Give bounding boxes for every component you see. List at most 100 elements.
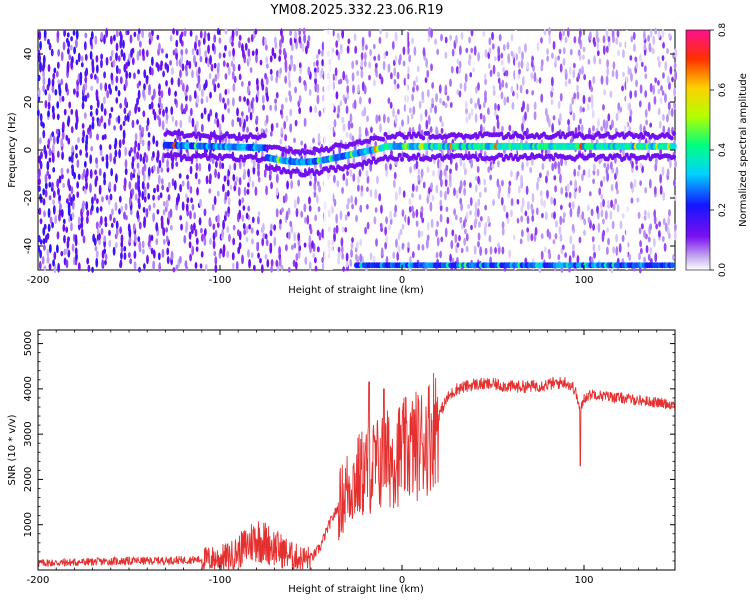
heatmap-cell	[478, 191, 482, 199]
heatmap-cell	[662, 72, 665, 79]
heatmap-cell	[289, 37, 293, 46]
heatmap-cell	[609, 161, 613, 170]
heatmap-cell	[232, 47, 235, 57]
heatmap-cell	[314, 174, 317, 184]
heatmap-cell	[243, 229, 247, 236]
heatmap-cell	[265, 86, 268, 94]
heatmap-cell	[133, 31, 137, 38]
heatmap-cell	[392, 251, 396, 259]
heatmap-cell	[444, 190, 447, 201]
heatmap-cell	[531, 192, 535, 203]
heatmap-cell	[275, 208, 279, 218]
heatmap-cell	[308, 205, 312, 212]
heatmap-cell	[611, 29, 615, 39]
heatmap-cell	[358, 169, 362, 177]
heatmap-cell	[484, 247, 488, 255]
heatmap-cell	[58, 175, 62, 184]
heatmap-cell	[577, 164, 581, 171]
heatmap-cell	[122, 138, 125, 146]
heatmap-cell	[597, 244, 601, 252]
heatmap-cell	[383, 131, 388, 137]
heatmap-cell	[510, 33, 514, 42]
heatmap-cell	[122, 39, 125, 49]
heatmap-cell	[71, 164, 74, 171]
heatmap-cell	[160, 60, 164, 67]
heatmap-cell	[550, 196, 554, 205]
snr-ytick-label: 2000	[23, 467, 34, 492]
heatmap-cell	[217, 171, 221, 180]
heatmap-cell	[138, 40, 142, 48]
heatmap-cell	[260, 150, 264, 159]
heatmap-cell	[124, 97, 127, 107]
heatmap-cell	[185, 48, 188, 55]
heatmap-cell	[424, 109, 428, 118]
heatmap-cell	[231, 119, 235, 128]
heatmap-cell	[244, 42, 248, 51]
heatmap-cell	[356, 70, 360, 77]
heatmap-cell	[673, 223, 677, 232]
heatmap-cell	[636, 197, 640, 203]
heatmap-cell	[98, 168, 102, 177]
heatmap-cell	[671, 76, 674, 83]
heatmap-cell	[195, 162, 199, 172]
heatmap-cell	[414, 155, 419, 161]
heatmap-cell	[468, 36, 471, 44]
heatmap-cell	[394, 114, 398, 125]
heatmap-cell	[123, 245, 127, 252]
heatmap-cell	[459, 216, 463, 224]
heatmap-cell	[341, 29, 345, 39]
heatmap-cell	[95, 89, 99, 98]
heatmap-cell	[227, 197, 231, 206]
heatmap-cell	[639, 123, 643, 133]
heatmap-cell	[279, 39, 282, 49]
heatmap-cell	[137, 33, 140, 42]
heatmap-cell	[652, 237, 656, 248]
heatmap-cell	[640, 61, 644, 68]
heatmap-cell	[93, 237, 97, 246]
heatmap-cell	[226, 250, 230, 259]
heatmap-cell	[104, 216, 108, 224]
heatmap-cell	[349, 258, 353, 268]
heatmap-cell	[288, 79, 292, 89]
heatmap-cell	[281, 207, 284, 213]
heatmap-cell	[497, 45, 501, 56]
heatmap-cell	[109, 55, 113, 62]
heatmap-cell	[237, 64, 241, 72]
heatmap-cell	[238, 177, 242, 186]
heatmap-cell	[505, 69, 509, 77]
heatmap-cell	[639, 162, 643, 169]
heatmap-cell	[137, 89, 141, 100]
heatmap-cell	[251, 50, 255, 57]
heatmap-cell	[94, 169, 98, 176]
heatmap-cell	[606, 163, 610, 171]
heatmap-cell	[95, 257, 99, 268]
heatmap-cell	[384, 163, 388, 171]
heatmap-cell	[65, 82, 68, 93]
heatmap-cell	[643, 65, 647, 73]
heatmap-cell	[460, 32, 464, 40]
heatmap-cell	[673, 87, 676, 97]
heatmap-cell	[255, 126, 259, 132]
heatmap-cell	[454, 214, 458, 221]
heatmap-cell	[479, 215, 483, 222]
heatmap-cell	[37, 74, 41, 82]
heatmap-cell	[506, 41, 510, 50]
heatmap-cell	[385, 31, 389, 39]
heatmap-cell	[113, 156, 117, 165]
heatmap-cell	[339, 43, 343, 50]
heatmap-cell	[346, 85, 350, 94]
heatmap-cell	[347, 120, 351, 131]
heatmap-cell	[536, 41, 540, 52]
heatmap-cell	[137, 236, 141, 242]
heatmap-cell	[148, 103, 152, 110]
heatmap-cell	[165, 53, 169, 59]
heatmap-cell	[498, 184, 501, 194]
heatmap-cell	[402, 46, 406, 56]
heatmap-cell	[639, 240, 642, 248]
heatmap-cell	[257, 169, 260, 178]
heatmap-cell	[586, 204, 590, 212]
heatmap-cell	[406, 66, 410, 74]
heatmap-cell	[66, 32, 70, 38]
heatmap-cell	[115, 227, 119, 237]
heatmap-cell	[152, 249, 156, 259]
